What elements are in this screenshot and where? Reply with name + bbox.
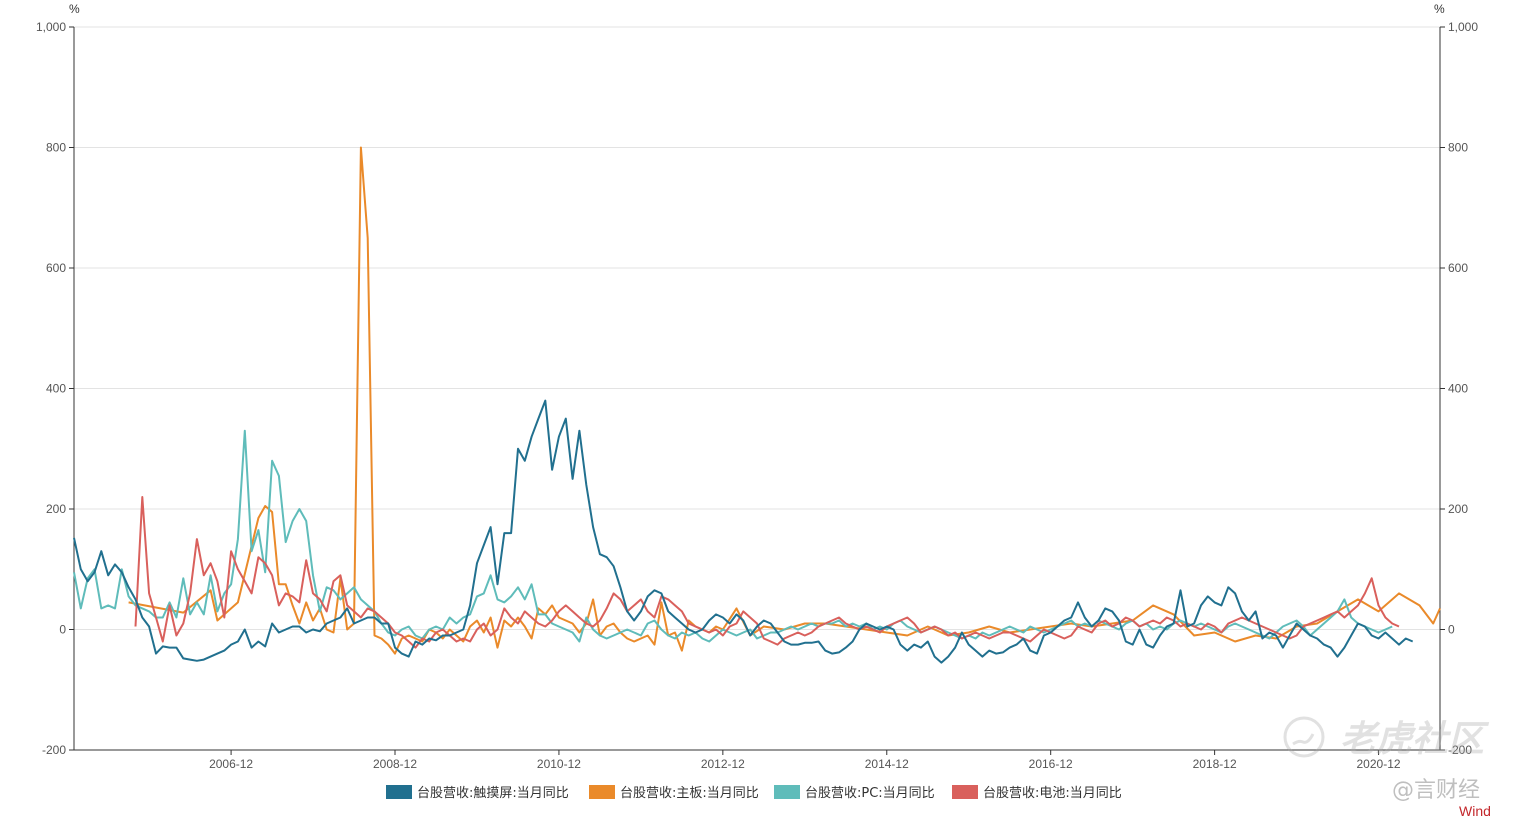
x-tick-label: 2020-12 <box>1357 757 1401 771</box>
legend-swatch <box>589 785 615 799</box>
right-y-tick-label: 200 <box>1448 502 1468 516</box>
watermark-main-text: 老虎社区 <box>1340 719 1490 760</box>
right-y-tick-label: 600 <box>1448 261 1468 275</box>
right-y-tick-label: 0 <box>1448 623 1455 637</box>
right-y-tick-label: 400 <box>1448 382 1468 396</box>
legend-swatch <box>386 785 412 799</box>
legend-label: 台股营收:主板:当月同比 <box>620 786 759 801</box>
watermark: 老虎社区 <box>1283 716 1490 760</box>
tiger-logo-icon <box>1283 716 1325 758</box>
right-y-unit: % <box>1434 2 1445 16</box>
left-y-tick-label: 1,000 <box>36 20 66 34</box>
left-y-tick-label: 0 <box>59 623 66 637</box>
watermark-sub-text: @言财经 <box>1392 778 1480 803</box>
series-lines <box>73 146 1441 664</box>
wind-brand: Wind <box>1459 803 1491 819</box>
left-y-unit: % <box>69 2 80 16</box>
x-tick-label: 2018-12 <box>1193 757 1237 771</box>
x-tick-label: 2008-12 <box>373 757 417 771</box>
x-tick-label: 2010-12 <box>537 757 581 771</box>
right-y-tick-label: 1,000 <box>1448 20 1478 34</box>
legend-label: 台股营收:PC:当月同比 <box>805 786 935 801</box>
series-line-4 <box>134 496 1400 649</box>
right-y-ticks: 1,000 800 600 400 200 0 -200 <box>1440 20 1478 757</box>
legend-label: 台股营收:电池:当月同比 <box>983 786 1122 801</box>
legend-label: 台股营收:触摸屏:当月同比 <box>417 786 569 801</box>
x-tick-label: 2006-12 <box>209 757 253 771</box>
left-y-tick-label: 600 <box>46 261 66 275</box>
series-line-2 <box>128 146 1441 655</box>
legend: 台股营收:触摸屏:当月同比 台股营收:主板:当月同比 台股营收:PC:当月同比 台股营… <box>386 785 1122 801</box>
right-y-tick-label: 800 <box>1448 141 1468 155</box>
left-y-tick-label: -200 <box>42 743 66 757</box>
legend-swatch <box>952 785 978 799</box>
x-tick-label: 2016-12 <box>1029 757 1073 771</box>
legend-swatch <box>774 785 800 799</box>
x-tick-label: 2014-12 <box>865 757 909 771</box>
left-y-tick-label: 200 <box>46 502 66 516</box>
series-line-1 <box>73 399 1414 664</box>
left-y-tick-label: 400 <box>46 382 66 396</box>
right-y-tick-label: -200 <box>1448 743 1472 757</box>
series-line-3 <box>73 429 1393 643</box>
left-y-ticks: 1,000 800 600 400 200 0 -200 <box>36 20 74 757</box>
x-tick-label: 2012-12 <box>701 757 745 771</box>
left-y-tick-label: 800 <box>46 141 66 155</box>
x-ticks: 2006-12 2008-12 2010-12 2012-12 2014-12 2016-… <box>209 750 1401 771</box>
